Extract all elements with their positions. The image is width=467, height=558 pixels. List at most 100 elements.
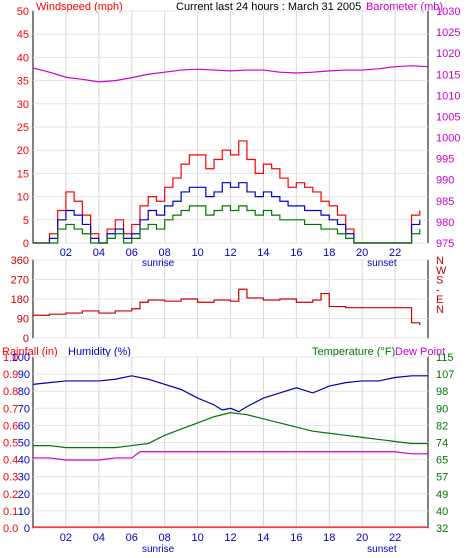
windspeed-axis-label: Windspeed (mph) (36, 1, 123, 13)
windspeed-tick-label: 20 (17, 145, 29, 157)
humidity-tick-label: 30 (18, 472, 30, 484)
series-line (32, 65, 429, 83)
temperature-tick-label: 65 (436, 455, 448, 467)
series-line (33, 140, 421, 244)
sunset-marker: sunset (367, 544, 397, 555)
windspeed-tick-label: 35 (17, 76, 29, 88)
temperature-tick-label: 57 (436, 472, 448, 484)
rainfall-tick-label: 0.6 (3, 420, 18, 432)
direction-compass-label: N (436, 304, 444, 316)
barometer-tick-label: 980 (436, 217, 454, 229)
direction-degree-label: 0 (23, 333, 29, 345)
time-tick-label: 20 (356, 247, 368, 259)
barometer-tick-label: 1030 (436, 6, 460, 18)
direction-degree-label: 90 (17, 314, 29, 326)
temperature-tick-label: 90 (436, 403, 448, 415)
series-line (33, 451, 428, 461)
humidity-tick-label: 40 (18, 455, 30, 467)
time-tick-label: 12 (224, 247, 236, 259)
humidity-tick-label: 0 (24, 523, 30, 535)
time-tick-label: 10 (191, 247, 203, 259)
time-tick-label: 08 (159, 247, 171, 259)
barometer-tick-label: 985 (436, 196, 454, 208)
humidity-tick-label: 50 (18, 438, 30, 450)
rainfall-axis-label: Rainfall (in) (2, 346, 58, 358)
time-tick-label: 18 (323, 247, 335, 259)
temperature-tick-label: 82 (436, 420, 448, 432)
direction-compass-label: - (436, 284, 440, 296)
series-line (32, 375, 428, 413)
temperature-tick-label: 40 (436, 506, 448, 518)
humidity-tick-label: 10 (18, 506, 30, 518)
rainfall-tick-label: 0.4 (3, 455, 18, 467)
time-tick-label: 16 (290, 532, 302, 544)
humidity-axis-label: Humidity (%) (68, 346, 131, 358)
barometer-tick-label: 1020 (436, 48, 460, 60)
windspeed-tick-label: 0 (23, 238, 29, 250)
barometer-tick-label: 990 (436, 175, 454, 187)
windspeed-tick-label: 15 (17, 168, 29, 180)
humidity-tick-label: 20 (18, 489, 30, 501)
time-tick-label: 18 (323, 532, 335, 544)
temperature-axis-label: Temperature (°F) (312, 346, 395, 358)
humidity-tick-label: 80 (18, 386, 30, 398)
chart-title: Current last 24 hours : March 31 2005 (176, 1, 361, 13)
windspeed-tick-label: 25 (17, 122, 29, 134)
time-tick-label: 22 (389, 247, 401, 259)
direction-degree-label: 270 (11, 275, 29, 287)
rainfall-tick-label: 0.0 (3, 523, 18, 535)
series-line (33, 205, 421, 244)
rainfall-tick-label: 1.0 (3, 352, 18, 364)
barometer-tick-label: 1015 (436, 69, 460, 81)
barometer-tick-label: 1005 (436, 111, 460, 123)
time-tick-label: 04 (93, 247, 105, 259)
windspeed-tick-label: 5 (23, 215, 29, 227)
direction-compass-label: S (436, 275, 443, 287)
rainfall-tick-label: 0.8 (3, 386, 18, 398)
rainfall-tick-label: 0.3 (3, 472, 18, 484)
time-tick-label: 02 (60, 532, 72, 544)
windspeed-tick-label: 50 (17, 6, 29, 18)
windspeed-tick-label: 40 (17, 52, 29, 64)
direction-compass-label: E (436, 294, 443, 306)
sunset-marker: sunset (367, 258, 397, 269)
temperature-tick-label: 98 (436, 386, 448, 398)
humidity-tick-label: 60 (18, 420, 30, 432)
direction-degree-label: 180 (11, 294, 29, 306)
rainfall-tick-label: 0.2 (3, 489, 18, 501)
windspeed-tick-label: 30 (17, 99, 29, 111)
windspeed-tick-label: 45 (17, 29, 29, 41)
time-tick-label: 12 (224, 532, 236, 544)
direction-degree-label: 360 (11, 255, 29, 267)
temperature-tick-label: 49 (436, 489, 448, 501)
time-tick-label: 02 (60, 247, 72, 259)
barometer-tick-label: 1025 (436, 27, 460, 39)
series-line (33, 288, 421, 325)
sunrise-marker: sunrise (142, 544, 175, 555)
series-line (33, 182, 421, 244)
time-tick-label: 06 (126, 532, 138, 544)
rainfall-tick-label: 0.7 (3, 403, 18, 415)
barometer-tick-label: 995 (436, 154, 454, 166)
time-tick-label: 14 (257, 247, 269, 259)
temperature-tick-label: 107 (436, 369, 454, 381)
dewpoint-axis-label: Dew Point (395, 346, 445, 358)
time-tick-label: 14 (257, 532, 269, 544)
barometer-tick-label: 1000 (436, 133, 460, 145)
windspeed-tick-label: 10 (17, 192, 29, 204)
humidity-tick-label: 70 (18, 403, 30, 415)
barometer-tick-label: 1010 (436, 90, 460, 102)
time-tick-label: 08 (159, 532, 171, 544)
sunrise-marker: sunrise (142, 258, 175, 269)
direction-compass-label: W (436, 265, 447, 277)
time-tick-label: 10 (191, 532, 203, 544)
time-tick-label: 16 (290, 247, 302, 259)
rainfall-tick-label: 0.5 (3, 438, 18, 450)
temperature-tick-label: 32 (436, 523, 448, 535)
barometer-tick-label: 975 (436, 238, 454, 250)
temperature-tick-label: 115 (436, 352, 454, 364)
time-tick-label: 04 (93, 532, 105, 544)
rainfall-tick-label: 0.1 (3, 506, 18, 518)
humidity-tick-label: 90 (18, 369, 30, 381)
